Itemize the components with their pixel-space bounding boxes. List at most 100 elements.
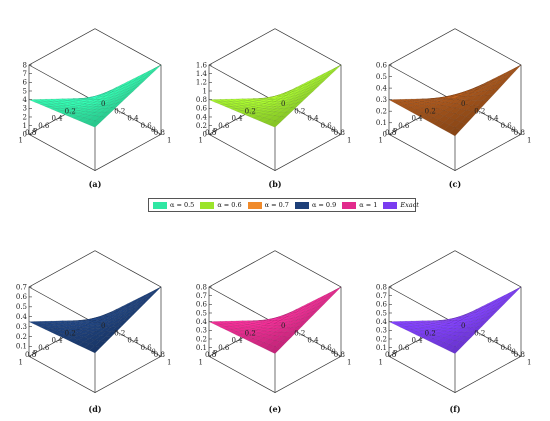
eta-tick-label: 0.8: [205, 129, 216, 137]
eta-tick-label: 0.2: [245, 329, 256, 337]
theta-tick-label: 1: [347, 358, 351, 366]
eta-axis-title: η: [393, 348, 398, 356]
theta-axis-title: θ: [151, 348, 156, 356]
theta-axis-title: θ: [511, 348, 516, 356]
z-tick-label: 0.5: [376, 309, 387, 317]
z-tick-label: 0.7: [16, 283, 27, 291]
box-edge-top-left: [388, 64, 456, 102]
eta-tick-label: 0.4: [51, 115, 63, 123]
z-tick-label: 0.7: [376, 292, 387, 300]
box-edge-top-left: [388, 286, 456, 324]
surface-patch: [449, 317, 461, 321]
z-tick-label: 0.6: [16, 293, 28, 301]
theta-tick-label: 0.8: [154, 129, 165, 137]
theta-tick-label: 0.2: [294, 329, 305, 337]
surface-plot-6: 0.10.20.30.40.50.60.70.80.20.40.60.8100.…: [376, 250, 531, 414]
eta-tick-label: 0.2: [245, 107, 256, 115]
eta-tick-label: 0.8: [205, 351, 216, 359]
legend-label: α = 1: [359, 201, 378, 209]
eta-tick-label: 0.8: [25, 129, 36, 137]
eta-tick-label: 1: [19, 358, 23, 366]
eta-tick-label: 0.2: [65, 107, 76, 115]
theta-tick-label: 0.6: [501, 344, 513, 352]
z-tick-label: 1.2: [196, 79, 207, 87]
panel-label: (a): [89, 179, 102, 189]
surface-patch: [449, 95, 461, 99]
z-tick-label: 0.1: [16, 343, 27, 351]
z-tick-label: 6: [23, 79, 28, 87]
legend-swatch: [200, 201, 215, 209]
eta-tick-label: 0.4: [411, 337, 423, 345]
eta-tick-label: 1: [19, 136, 23, 144]
z-tick-label: 0.4: [196, 113, 208, 121]
z-tick-label: 0.2: [196, 122, 207, 130]
eta-tick-label: 0.6: [218, 344, 230, 352]
eta-tick-label: 0.4: [411, 115, 423, 123]
z-tick-label: 4: [23, 96, 28, 104]
z-tick-label: 0.2: [376, 108, 387, 116]
eta-tick-label: 0.6: [218, 122, 230, 130]
surface-plot-5: 0.10.20.30.40.50.60.70.80.20.40.60.8100.…: [196, 250, 351, 414]
theta-tick-label: 1: [167, 136, 171, 144]
z-tick-label: 1.4: [196, 70, 208, 78]
z-tick-label: 1: [23, 122, 27, 130]
theta-tick-label: 0.2: [474, 329, 485, 337]
z-tick-label: 0.2: [376, 335, 387, 343]
theta-tick-label: 1: [527, 358, 531, 366]
eta-tick-label: 0.4: [231, 337, 243, 345]
theta-tick-label: 0: [461, 322, 465, 330]
eta-tick-label: 0.8: [25, 351, 36, 359]
box-edge-top-left: [208, 64, 276, 102]
theta-tick-label: 0.2: [114, 107, 125, 115]
legend-swatch: [153, 201, 167, 209]
theta-tick-label: 1: [347, 136, 351, 144]
legend-entry: α = 0.9: [294, 201, 336, 209]
theta-tick-label: 0.6: [321, 344, 333, 352]
eta-tick-label: 1: [199, 358, 203, 366]
theta-tick-label: 0.4: [307, 115, 319, 123]
panel-label: (f): [449, 404, 460, 414]
z-tick-label: 0: [383, 131, 387, 139]
theta-tick-label: 0: [101, 100, 105, 108]
eta-axis-title: η: [213, 348, 218, 356]
theta-tick-label: 0.8: [514, 351, 525, 359]
z-tick-label: 0.4: [196, 318, 208, 326]
z-tick-label: 0.5: [376, 73, 387, 81]
z-tick-label: 0.1: [376, 119, 387, 127]
z-tick-label: 0.6: [196, 301, 208, 309]
z-tick-label: 0.5: [196, 309, 207, 317]
z-tick-label: 5: [23, 87, 27, 95]
z-tick-label: 0.6: [376, 61, 388, 69]
z-tick-label: 3: [23, 105, 27, 113]
z-tick-label: 0: [203, 131, 207, 139]
z-tick-label: 8: [23, 61, 27, 69]
z-tick-label: 1.6: [196, 61, 208, 69]
z-tick-label: 0.5: [16, 303, 27, 311]
surface-plot-3: 00.10.20.30.40.50.60.20.40.60.8100.20.40…: [376, 28, 531, 189]
theta-tick-label: 1: [167, 358, 171, 366]
z-tick-label: 0.3: [376, 327, 387, 335]
box-edge-top-left: [28, 286, 96, 324]
eta-axis-title: η: [213, 126, 218, 134]
theta-tick-label: 0.8: [334, 129, 345, 137]
surface-patch: [509, 64, 522, 74]
legend-entry: α = 0.7: [247, 201, 289, 209]
eta-tick-label: 0.6: [38, 344, 50, 352]
eta-tick-label: 0.2: [65, 329, 76, 337]
theta-tick-label: 0.4: [487, 337, 499, 345]
theta-tick-label: 0.4: [127, 337, 139, 345]
surface-patch: [509, 286, 522, 296]
surface-plot-4: 0.10.20.30.40.50.60.70.20.40.60.8100.20.…: [16, 250, 171, 414]
theta-tick-label: 0: [281, 100, 285, 108]
theta-axis-title: θ: [331, 126, 336, 134]
eta-axis-title: η: [33, 126, 38, 134]
eta-tick-label: 0.4: [51, 337, 63, 345]
panel-label: (b): [268, 179, 281, 189]
eta-tick-label: 0.4: [231, 115, 243, 123]
z-tick-label: 0.3: [376, 96, 387, 104]
z-tick-label: 0.3: [16, 323, 27, 331]
eta-tick-label: 0.6: [38, 122, 50, 130]
surface-plot-2: 00.20.40.60.811.21.41.60.20.40.60.8100.2…: [196, 28, 351, 189]
surface-patch: [329, 286, 342, 296]
